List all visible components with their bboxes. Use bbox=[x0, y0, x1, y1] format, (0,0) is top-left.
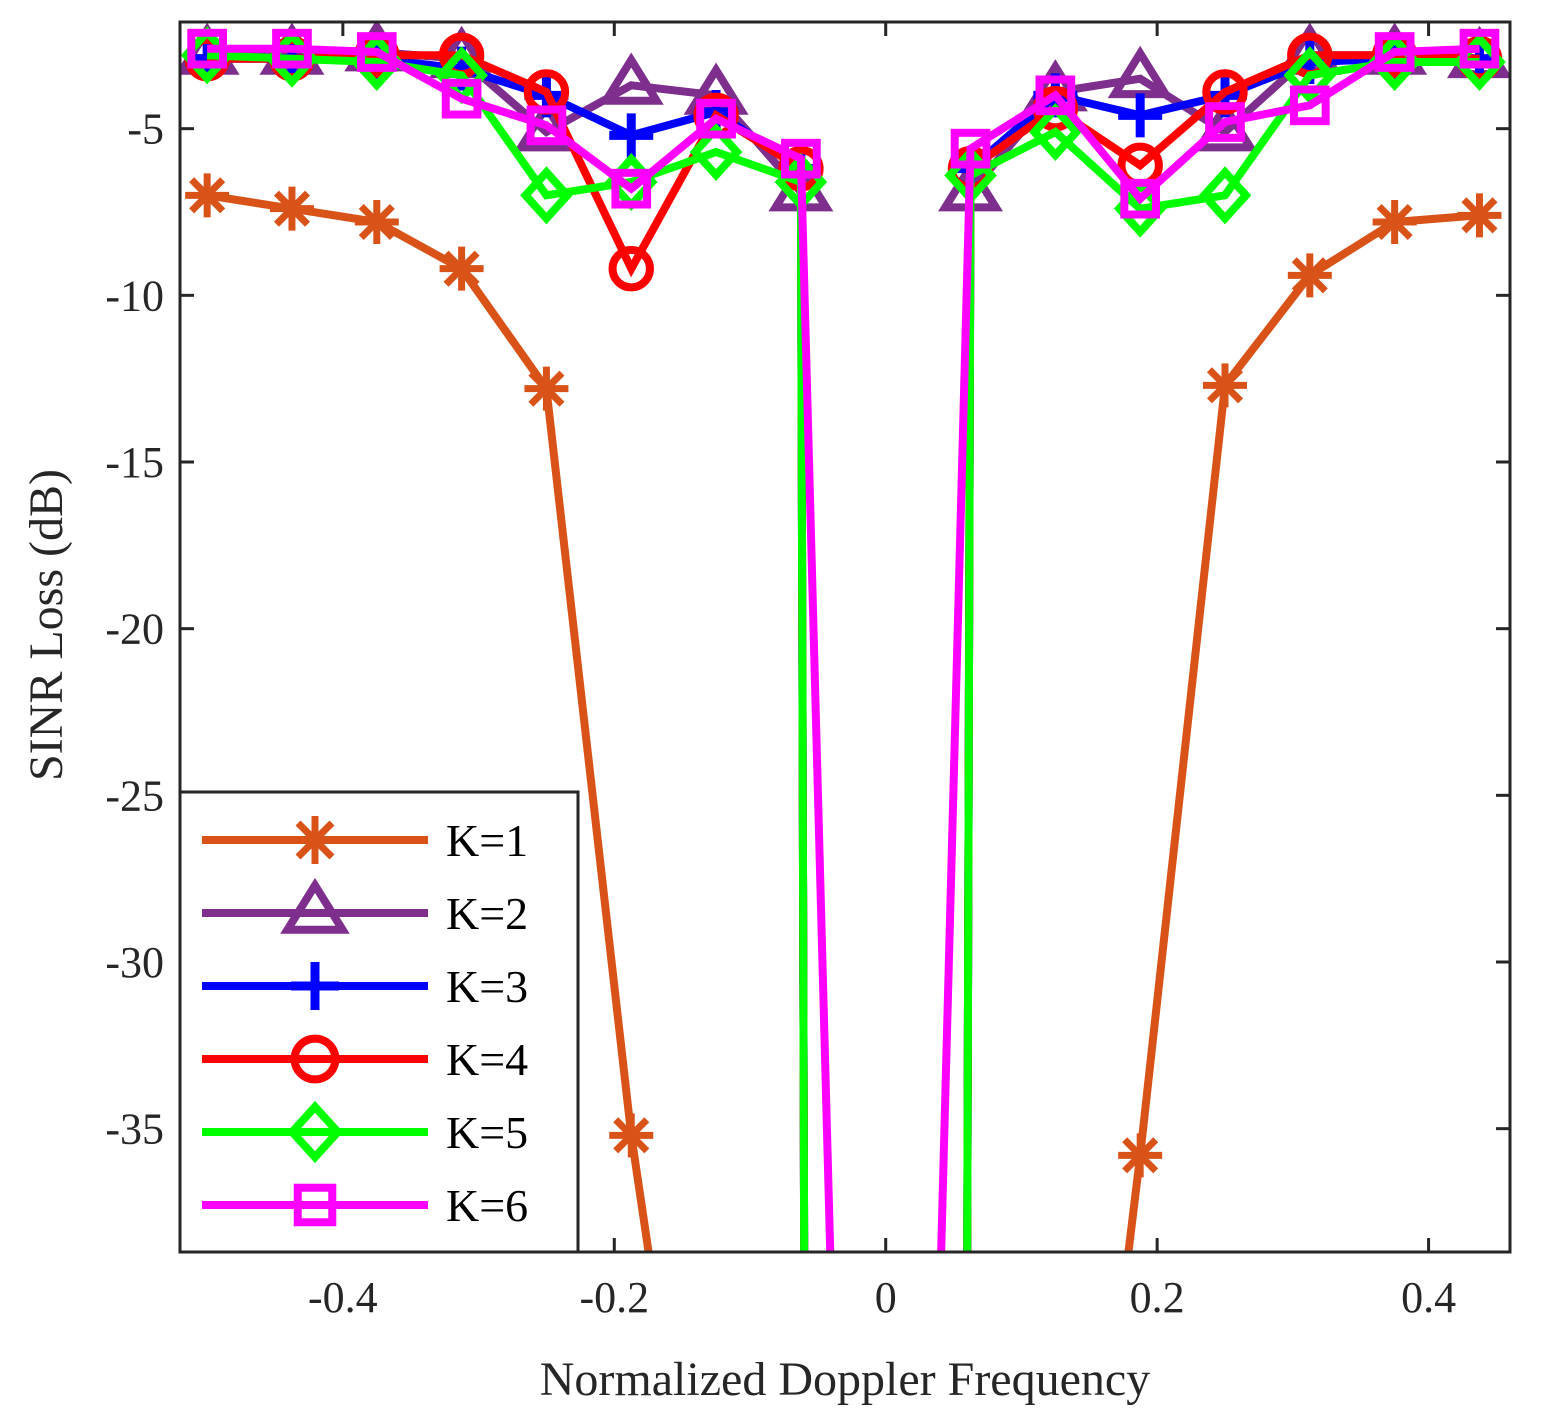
legend: K=1 K=2 K=3 K=4 K=5 K=6 bbox=[178, 790, 580, 1254]
legend-marker bbox=[286, 1100, 344, 1164]
legend-box bbox=[178, 790, 580, 1254]
tick-labels: -0.4 -0.2 0 0.2 0.4 -5 -10 -15 -20 -25 -30 -35 bbox=[105, 105, 1456, 1322]
data-point bbox=[520, 166, 573, 225]
legend-label: K=4 bbox=[446, 1034, 528, 1085]
legend-entry: K=6 bbox=[202, 1180, 528, 1231]
x-tick-label: 0.4 bbox=[1401, 1273, 1456, 1322]
data-point bbox=[1203, 363, 1247, 408]
data-point bbox=[269, 186, 314, 231]
x-tick-label: 0 bbox=[875, 1273, 897, 1322]
data-point bbox=[354, 200, 399, 244]
data-point bbox=[1372, 200, 1417, 244]
legend-label: K=2 bbox=[446, 888, 528, 939]
data-point bbox=[1118, 93, 1163, 138]
data-point bbox=[187, 28, 227, 69]
y-tick-label: -35 bbox=[105, 1105, 164, 1154]
legend-label: K=1 bbox=[446, 815, 528, 866]
data-point bbox=[609, 113, 654, 158]
data-point bbox=[1118, 1133, 1163, 1178]
data-point bbox=[1205, 102, 1245, 142]
data-point bbox=[1287, 253, 1332, 298]
legend-label: K=6 bbox=[446, 1180, 528, 1231]
data-point bbox=[1202, 69, 1248, 115]
data-point bbox=[1029, 102, 1082, 162]
legend-entry: K=3 bbox=[202, 961, 528, 1012]
data-point bbox=[1035, 75, 1076, 116]
series-layer bbox=[180, 22, 1510, 1252]
legend-entry: K=5 bbox=[202, 1100, 528, 1164]
legend-label: K=5 bbox=[446, 1107, 528, 1158]
y-tick-label: -15 bbox=[105, 438, 164, 487]
data-point bbox=[1457, 193, 1502, 238]
y-tick-label: -20 bbox=[105, 605, 164, 654]
data-point bbox=[524, 366, 569, 411]
series-line bbox=[206, 51, 1480, 1252]
data-point bbox=[1289, 85, 1330, 126]
data-point bbox=[185, 173, 230, 218]
data-point bbox=[950, 128, 991, 169]
data-point bbox=[611, 168, 652, 209]
x-axis-label: Normalized Doppler Frequency bbox=[540, 1353, 1150, 1406]
data-point bbox=[526, 105, 567, 146]
data-point bbox=[1459, 28, 1500, 69]
data-point bbox=[608, 245, 654, 292]
legend-entry: K=1 bbox=[202, 815, 528, 866]
data-point bbox=[609, 1113, 654, 1158]
series-line bbox=[207, 54, 1480, 1252]
legend-marker bbox=[293, 1183, 337, 1227]
x-tick-label: 0.2 bbox=[1130, 1273, 1185, 1322]
x-tick-label: -0.2 bbox=[579, 1273, 649, 1322]
data-point bbox=[781, 138, 821, 179]
series-line bbox=[207, 51, 1480, 1252]
y-tick-label: -30 bbox=[105, 938, 164, 987]
y-tick-label: -5 bbox=[127, 105, 164, 154]
data-point bbox=[1283, 46, 1337, 105]
data-point bbox=[1120, 178, 1161, 219]
legend-entry: K=2 bbox=[202, 877, 528, 939]
series-k-1 bbox=[185, 173, 1502, 1252]
legend-marker bbox=[291, 962, 339, 1010]
data-point bbox=[356, 32, 397, 72]
data-point bbox=[689, 122, 743, 182]
y-tick-label: -10 bbox=[105, 271, 164, 320]
series-line bbox=[207, 44, 1480, 1252]
y-tick-label: -25 bbox=[105, 771, 164, 820]
legend-marker bbox=[291, 816, 339, 864]
y-axis-label: SINR Loss (dB) bbox=[20, 469, 73, 781]
legend-entry: K=4 bbox=[202, 1034, 528, 1085]
data-point bbox=[696, 98, 736, 139]
data-point bbox=[439, 246, 484, 291]
data-point bbox=[272, 28, 312, 69]
legend-marker bbox=[290, 1034, 340, 1084]
legend-marker bbox=[280, 877, 350, 934]
x-tick-label: -0.4 bbox=[308, 1273, 378, 1322]
data-point bbox=[598, 52, 664, 105]
legend-label: K=3 bbox=[446, 961, 528, 1012]
series-k-6 bbox=[187, 28, 1500, 1252]
plot-frame bbox=[178, 20, 1512, 1254]
data-point bbox=[1374, 32, 1415, 72]
data-point bbox=[1198, 166, 1252, 225]
data-point bbox=[441, 78, 482, 119]
